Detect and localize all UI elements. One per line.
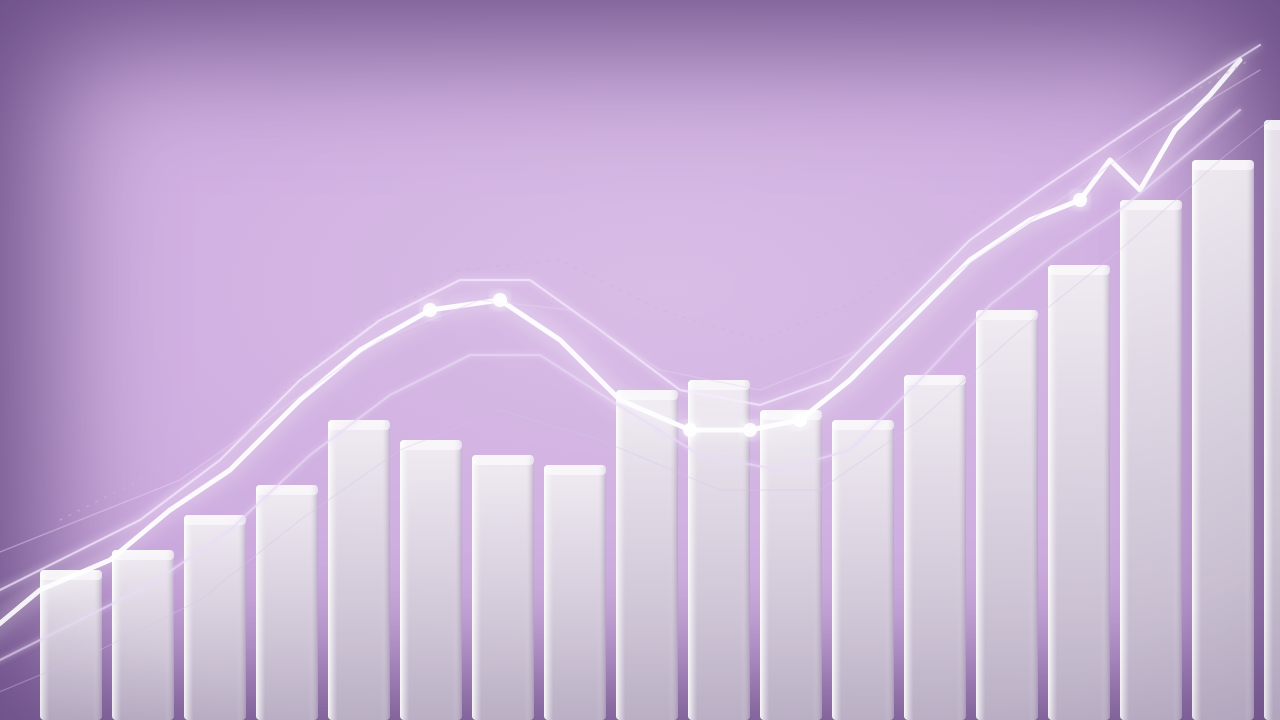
vignette xyxy=(0,0,1280,720)
growth-chart xyxy=(0,0,1280,720)
